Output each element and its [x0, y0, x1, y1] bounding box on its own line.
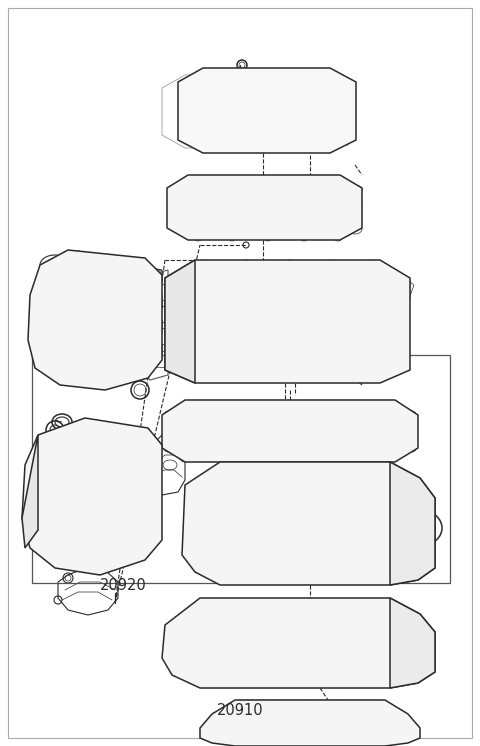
Polygon shape	[390, 462, 435, 585]
Polygon shape	[165, 260, 195, 383]
Text: 20920: 20920	[100, 578, 147, 593]
Polygon shape	[390, 598, 435, 688]
Polygon shape	[200, 700, 420, 746]
Polygon shape	[165, 260, 410, 383]
Polygon shape	[182, 462, 435, 585]
Polygon shape	[162, 598, 435, 688]
Text: 20910: 20910	[216, 703, 264, 718]
Polygon shape	[28, 250, 162, 390]
Polygon shape	[145, 267, 162, 283]
Polygon shape	[145, 342, 162, 358]
Polygon shape	[22, 418, 162, 575]
Polygon shape	[167, 175, 362, 240]
Polygon shape	[145, 292, 162, 308]
Polygon shape	[162, 400, 418, 462]
Polygon shape	[178, 68, 356, 153]
Polygon shape	[22, 435, 38, 548]
Polygon shape	[145, 317, 162, 333]
